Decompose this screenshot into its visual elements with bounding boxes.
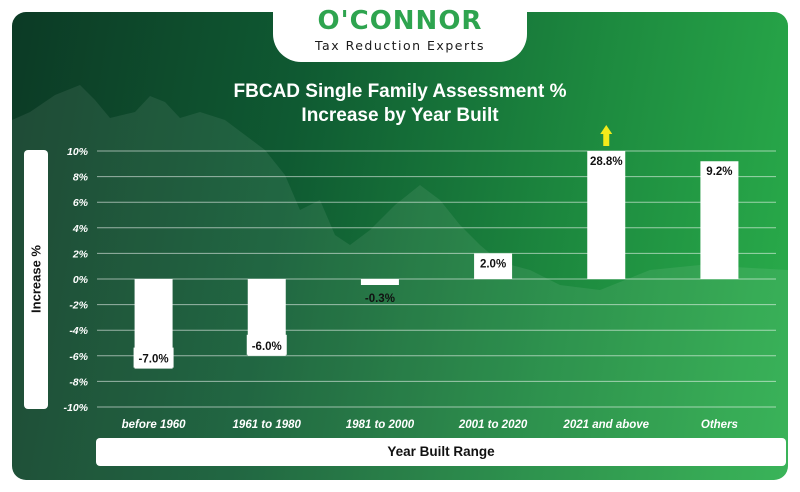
y-tick-label: -10% <box>63 402 88 414</box>
y-tick-label: 10% <box>67 146 89 158</box>
data-label: 28.8% <box>590 156 623 168</box>
off-scale-arrow-icon <box>600 125 613 146</box>
bar <box>587 151 626 279</box>
data-label: -6.0% <box>252 341 282 353</box>
y-axis-label-box <box>24 150 48 409</box>
data-label: 9.2% <box>706 166 732 178</box>
bar <box>474 253 513 279</box>
logo-tab: O'CONNOR Tax Reduction Experts <box>273 0 527 62</box>
y-axis-label: Increase % <box>28 245 44 313</box>
x-tick-label: before 1960 <box>122 419 187 431</box>
y-tick-label: 0% <box>73 274 89 286</box>
y-tick-label: -2% <box>69 300 88 312</box>
data-label-bg <box>133 347 174 368</box>
y-tick-label: -8% <box>69 376 88 388</box>
data-label: -7.0% <box>139 354 169 366</box>
x-axis-label: Year Built Range <box>387 444 495 459</box>
x-axis-label-box <box>96 438 786 466</box>
x-tick-label: 2001 to 2020 <box>458 419 528 431</box>
x-tick-label: Others <box>701 419 738 431</box>
chart-title: FBCAD Single Family Assessment % Increas… <box>200 80 600 128</box>
bar <box>360 279 399 285</box>
x-tick-label: 1981 to 2000 <box>346 419 415 431</box>
brand-logo: O'CONNOR <box>317 6 483 36</box>
y-tick-label: 4% <box>72 223 89 235</box>
y-tick-label: -4% <box>69 325 88 337</box>
data-label: -0.3% <box>365 293 395 305</box>
x-tick-label: 2021 and above <box>562 419 649 431</box>
y-tick-label: 2% <box>72 248 89 260</box>
bar <box>700 161 739 279</box>
y-tick-label: -6% <box>69 351 88 363</box>
data-label: 2.0% <box>480 258 506 270</box>
x-tick-label: 1961 to 1980 <box>233 419 302 431</box>
data-label-bg <box>246 334 287 355</box>
brand-tagline: Tax Reduction Experts <box>314 38 486 53</box>
chart-title-line1: FBCAD Single Family Assessment % <box>233 81 567 102</box>
chart-card <box>12 12 788 480</box>
y-tick-label: 6% <box>73 197 89 209</box>
y-tick-label: 8% <box>73 172 89 184</box>
chart-title-line2: Increase by Year Built <box>301 105 499 126</box>
